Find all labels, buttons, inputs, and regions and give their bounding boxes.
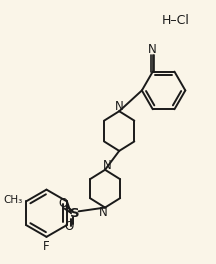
Text: N: N	[115, 100, 124, 113]
Text: O: O	[65, 220, 74, 233]
Text: N: N	[99, 206, 108, 219]
Text: F: F	[43, 240, 50, 253]
Text: CH₃: CH₃	[3, 195, 22, 205]
Text: O: O	[58, 197, 67, 210]
Text: S: S	[70, 207, 80, 220]
Text: H–Cl: H–Cl	[162, 14, 190, 27]
Text: N: N	[103, 159, 111, 172]
Text: N: N	[148, 43, 157, 56]
